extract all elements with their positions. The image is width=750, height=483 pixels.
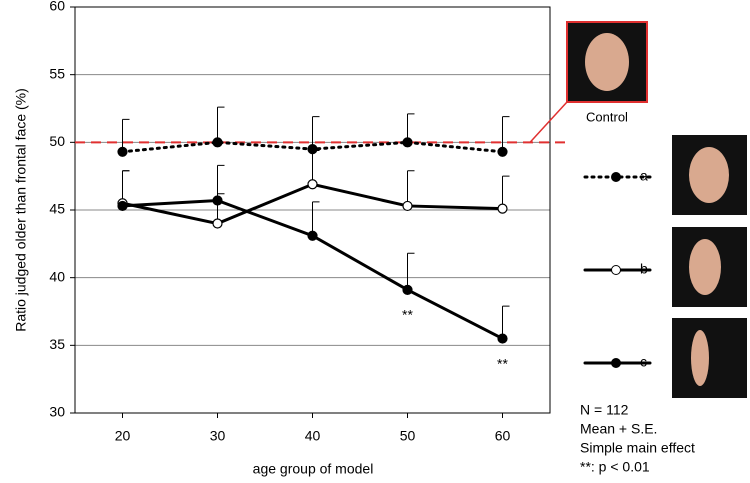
- note: Simple main effect: [580, 440, 695, 456]
- face-a: [672, 135, 747, 215]
- x-tick-label: 50: [400, 428, 416, 444]
- marker: [307, 230, 318, 241]
- legend-label: c: [640, 354, 647, 370]
- reference-connector: [529, 101, 568, 143]
- marker: [212, 137, 223, 148]
- marker: [402, 200, 413, 212]
- control-face: [566, 21, 648, 103]
- note: N = 112: [580, 402, 629, 418]
- marker: [212, 195, 223, 206]
- error-bar: [217, 106, 225, 143]
- y-tick-label: 40: [49, 268, 65, 284]
- y-tick-label: 45: [49, 201, 65, 217]
- marker: [117, 200, 128, 212]
- marker: [212, 218, 223, 229]
- legend-marker: [611, 265, 621, 275]
- marker: [307, 179, 318, 190]
- note: Mean + S.E.: [580, 421, 657, 437]
- legend-label: b: [640, 261, 648, 277]
- legend-label: a: [640, 168, 648, 184]
- annotation: **: [402, 307, 413, 323]
- error-bar: [122, 118, 130, 152]
- error-bar: [312, 201, 320, 236]
- marker: [117, 146, 128, 157]
- control-label: Control: [586, 109, 628, 124]
- y-tick-label: 55: [49, 65, 65, 81]
- error-bar: [502, 175, 510, 209]
- legend-marker: [611, 358, 621, 368]
- marker: [307, 144, 318, 155]
- marker: [402, 284, 413, 295]
- error-bar: [502, 116, 510, 152]
- face-b: [672, 227, 747, 307]
- y-tick-label: 50: [49, 133, 65, 149]
- error-bar: [407, 170, 415, 206]
- x-tick-label: 30: [210, 428, 226, 444]
- x-tick-label: 60: [495, 428, 511, 444]
- y-tick-label: 35: [49, 336, 65, 352]
- error-bar: [312, 116, 320, 150]
- annotation: **: [497, 355, 508, 371]
- x-tick-label: 40: [305, 428, 321, 444]
- marker: [497, 146, 508, 157]
- marker: [497, 203, 508, 214]
- face-c: [672, 318, 747, 398]
- error-bar: [407, 252, 415, 290]
- x-tick-label: 20: [115, 428, 131, 444]
- x-axis-label: age group of model: [253, 461, 374, 477]
- note: **: p < 0.01: [580, 459, 650, 475]
- error-bar: [312, 149, 320, 185]
- y-tick-label: 30: [49, 404, 65, 420]
- marker: [402, 137, 413, 148]
- y-axis-label: Ratio judged older than frontal face (%): [13, 88, 29, 332]
- marker: [497, 333, 508, 344]
- y-tick-label: 60: [49, 0, 65, 14]
- legend-marker: [611, 172, 621, 182]
- error-bar: [217, 164, 225, 201]
- error-bar: [502, 305, 510, 339]
